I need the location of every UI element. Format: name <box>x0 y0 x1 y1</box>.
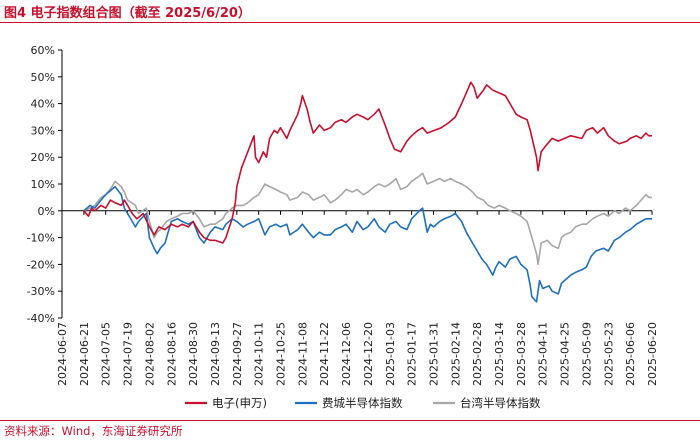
x-tick-label: 2024-08-30 <box>187 322 200 386</box>
x-tick-label: 2024-07-05 <box>100 322 113 386</box>
series-line <box>83 81 652 244</box>
y-tick-label: 50% <box>31 71 55 84</box>
figure-title: 图4 电子指数组合图（截至 2025/6/20） <box>4 6 251 21</box>
chart-series <box>83 81 652 303</box>
x-tick-label: 2024-10-11 <box>253 322 266 386</box>
y-tick-label: -10% <box>27 232 55 245</box>
y-tick-label: 40% <box>31 98 55 111</box>
y-tick-label: 10% <box>31 178 55 191</box>
chart-legend: 电子(申万) 费城半导体指数 台湾半导体指数 <box>185 396 541 410</box>
x-tick-label: 2024-09-27 <box>231 322 244 386</box>
source-note: 资料来源：Wind，东海证券研究所 <box>4 424 183 438</box>
chart-axes: -40% -30% -20% -10% 0% 10% 20% 30% 40% 50% 60% 2024… <box>27 44 659 386</box>
y-tick-label: -20% <box>27 258 55 271</box>
y-tick-label: 20% <box>31 151 55 164</box>
x-tick-label: 2025-03-28 <box>515 322 528 386</box>
x-tick-label: 2024-11-22 <box>318 322 331 386</box>
x-tick-label: 2024-10-25 <box>275 322 288 386</box>
x-tick-label: 2024-06-07 <box>56 322 69 386</box>
y-tick-label: 60% <box>31 44 55 57</box>
x-tick-label: 2024-11-08 <box>296 322 309 386</box>
x-tick-label: 2025-02-28 <box>471 322 484 386</box>
y-tick-label: 30% <box>31 124 55 137</box>
x-tick-label: 2025-03-14 <box>493 322 506 386</box>
x-tick-label: 2025-04-11 <box>537 322 550 386</box>
x-tick-label: 2025-06-06 <box>624 322 637 386</box>
y-tick-label: 0% <box>38 205 55 218</box>
x-tick-label: 2024-12-20 <box>362 322 375 386</box>
source-rule <box>0 420 700 421</box>
y-tick-label: -40% <box>27 312 55 325</box>
y-tick-label: -30% <box>27 285 55 298</box>
x-tick-label: 2024-09-13 <box>209 322 222 386</box>
legend-label: 费城半导体指数 <box>322 396 403 410</box>
x-tick-label: 2024-08-16 <box>165 322 178 386</box>
x-tick-label: 2024-12-06 <box>340 322 353 386</box>
x-tick-label: 2025-05-09 <box>580 322 593 386</box>
x-tick-label: 2025-06-20 <box>646 322 659 386</box>
x-tick-label: 2025-02-14 <box>449 322 462 386</box>
x-tick-label: 2024-06-21 <box>78 322 91 386</box>
legend-label: 台湾半导体指数 <box>460 396 541 410</box>
series-line <box>83 185 652 303</box>
x-tick-label: 2025-05-23 <box>602 322 615 386</box>
x-tick-label: 2025-04-25 <box>559 322 572 386</box>
series-line <box>83 172 652 266</box>
title-rule <box>0 22 700 23</box>
x-tick-label: 2025-01-17 <box>406 322 419 386</box>
legend-label: 电子(申万) <box>212 396 267 410</box>
x-tick-label: 2024-08-02 <box>143 322 156 386</box>
x-tick-label: 2025-01-31 <box>427 322 440 386</box>
x-tick-label: 2024-07-19 <box>122 322 135 386</box>
x-tick-label: 2025-01-03 <box>384 322 397 386</box>
